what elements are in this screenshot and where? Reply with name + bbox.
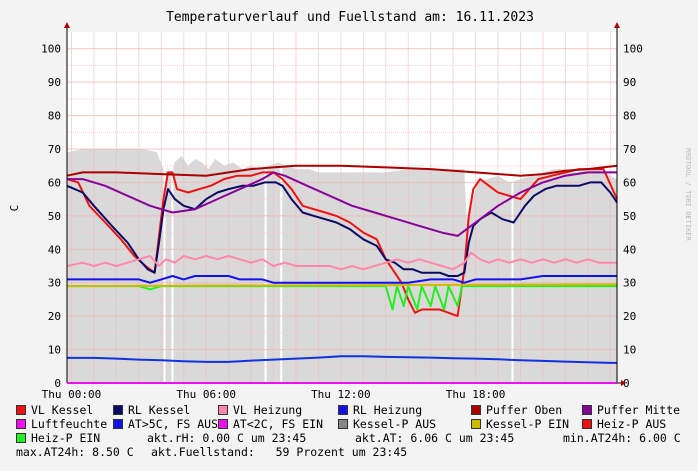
legend-swatch xyxy=(338,419,348,429)
series-line xyxy=(66,164,618,177)
info-at: akt.AT: 6.06 C um 23:45 xyxy=(355,431,515,445)
legend-swatch xyxy=(16,433,26,443)
y-tick-label: 60 xyxy=(48,176,61,189)
watermark: RRDTOOL / TOBI OETIKER xyxy=(684,148,692,242)
y-tick-label-right: 20 xyxy=(623,310,636,323)
legend-item: VL Heizung xyxy=(218,403,302,417)
legend-label: AT<2C, FS EIN xyxy=(233,417,324,431)
y-tick-label-right: 0 xyxy=(623,377,630,390)
legend-label: Heiz-P EIN xyxy=(31,431,101,445)
y-tick-label: 100 xyxy=(41,43,61,56)
fill-gap xyxy=(511,165,514,382)
y-axis-label: C xyxy=(8,205,21,212)
y-tick-label-right: 30 xyxy=(623,277,636,290)
legend-swatch xyxy=(471,405,481,415)
legend-label: RL Kessel xyxy=(128,403,191,417)
legend-swatch xyxy=(582,419,592,429)
legend-label: AT>5C, FS AUS xyxy=(128,417,219,431)
legend-label: Luftfeuchte xyxy=(31,417,108,431)
y-tick-label-right: 100 xyxy=(623,43,643,56)
y-tick-label: 40 xyxy=(48,243,61,256)
series-line xyxy=(66,181,618,277)
y-tick-label-right: 90 xyxy=(623,76,636,89)
legend-item: Puffer Mitte xyxy=(582,403,680,417)
y-tick-label-right: 80 xyxy=(623,110,636,123)
y-tick-label: 30 xyxy=(48,277,61,290)
info-min: min.AT24h: 6.00 C xyxy=(563,431,681,445)
legend-item: Heiz-P AUS xyxy=(582,417,666,431)
fill-gap xyxy=(264,165,267,382)
series-line xyxy=(66,283,618,288)
y-tick-label-right: 50 xyxy=(623,210,636,223)
legend-item: Heiz-P EIN xyxy=(16,431,100,445)
legend-item: Luftfeuchte xyxy=(16,417,107,431)
y-tick-label-right: 70 xyxy=(623,143,636,156)
legend-item: Kessel-P AUS xyxy=(338,417,436,431)
legend-item: Kessel-P EIN xyxy=(471,417,569,431)
legend-item: Puffer Oben xyxy=(471,403,562,417)
legend-swatch xyxy=(113,405,123,415)
y-tick-label: 90 xyxy=(48,76,61,89)
legend-item: RL Kessel xyxy=(113,403,190,417)
info-max: max.AT24h: 8.50 C xyxy=(16,445,134,459)
legend-swatch xyxy=(218,419,228,429)
y-tick-label: 80 xyxy=(48,110,61,123)
legend-item: AT<2C, FS EIN xyxy=(218,417,323,431)
legend-label: Heiz-P AUS xyxy=(597,417,667,431)
y-tick-label-right: 40 xyxy=(623,243,636,256)
series-line xyxy=(67,171,617,237)
legend-label: Puffer Mitte xyxy=(597,403,681,417)
series-line xyxy=(66,251,617,271)
fill-gap xyxy=(171,165,174,382)
fill-gap xyxy=(163,165,166,382)
legend-swatch xyxy=(218,405,228,415)
x-axis-arrow xyxy=(621,380,626,386)
legend-swatch xyxy=(16,405,26,415)
x-tick-label: Thu 06:00 xyxy=(176,388,236,401)
legend-swatch xyxy=(582,405,592,415)
legend-swatch xyxy=(16,419,26,429)
y-axis-arrow-right xyxy=(614,22,620,28)
legend-swatch xyxy=(113,419,123,429)
plot-area: 0 0 10 10 20 20 30 30 40 40 50 50 60 60 70 70 80 80 90 90 10… xyxy=(41,22,643,401)
legend-item: AT>5C, FS AUS xyxy=(113,417,218,431)
info-fuell: akt.Fuellstand: 59 Prozent um 23:45 xyxy=(151,445,408,459)
y-tick-label: 10 xyxy=(48,344,61,357)
legend-label: Kessel-P EIN xyxy=(486,417,570,431)
legend-swatch xyxy=(338,405,348,415)
y-tick-label: 0 xyxy=(54,377,61,390)
info-rh: akt.rH: 0.00 C um 23:45 xyxy=(147,431,307,445)
chart-title: Temperaturverlauf und Fuellstand am: 16.… xyxy=(166,10,534,25)
legend-item: RL Heizung xyxy=(338,403,422,417)
legend-swatch xyxy=(471,419,481,429)
y-tick-label-right: 60 xyxy=(623,176,636,189)
legend-label: RL Heizung xyxy=(353,403,423,417)
legend-label: Puffer Oben xyxy=(486,403,563,417)
y-tick-label-right: 10 xyxy=(623,344,636,357)
x-tick-label: Thu 18:00 xyxy=(446,388,506,401)
series-line xyxy=(66,168,618,318)
x-tick-label: Thu 12:00 xyxy=(311,388,371,401)
series-line xyxy=(67,355,617,364)
legend-label: VL Heizung xyxy=(233,403,303,417)
y-tick-label: 70 xyxy=(48,143,61,156)
y-axis-arrow xyxy=(64,22,70,28)
x-tick-label: Thu 00:00 xyxy=(42,388,102,401)
y-tick-label: 20 xyxy=(48,310,61,323)
legend-label: Kessel-P AUS xyxy=(353,417,437,431)
legend-label: VL Kessel xyxy=(31,403,94,417)
legend-item: VL Kessel xyxy=(16,403,93,417)
fill-gap xyxy=(280,165,283,382)
y-tick-label: 50 xyxy=(48,210,61,223)
series-line xyxy=(67,275,617,284)
